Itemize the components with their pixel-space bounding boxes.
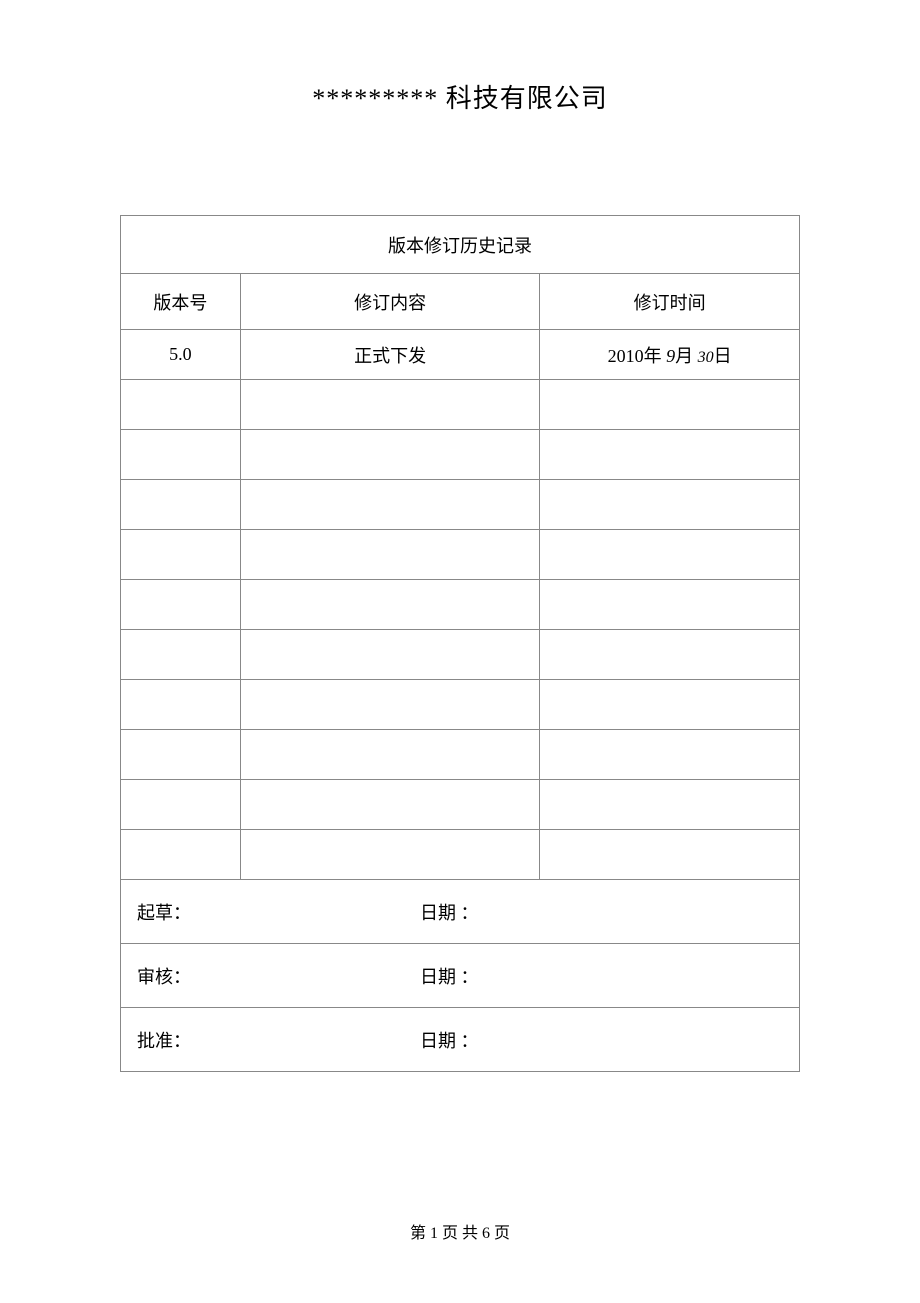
cell-date — [540, 480, 800, 530]
signature-role-label: 审核： — [137, 963, 191, 989]
signature-role-label: 起草： — [137, 899, 191, 925]
table-row: 5.0 正式下发 2010年 9月 30日 — [121, 330, 800, 380]
signature-date-label: 日期 ： — [420, 1027, 479, 1053]
date-year: 2010 — [608, 346, 644, 366]
table-header-row: 版本号 修订内容 修订时间 — [121, 274, 800, 330]
signature-cell: 批准： 日期 ： — [121, 1008, 800, 1072]
cell-content — [240, 380, 540, 430]
cell-content — [240, 430, 540, 480]
cell-version — [121, 730, 241, 780]
table-row — [121, 380, 800, 430]
col-header-content: 修订内容 — [240, 274, 540, 330]
date-month-unit: 月 — [675, 346, 693, 366]
cell-content — [240, 780, 540, 830]
cell-content — [240, 630, 540, 680]
cell-date — [540, 830, 800, 880]
table-title-cell: 版本修订历史记录 — [121, 216, 800, 274]
signature-row-draft: 起草： 日期 ： — [121, 880, 800, 944]
table-row — [121, 530, 800, 580]
cell-version — [121, 780, 241, 830]
cell-version — [121, 430, 241, 480]
cell-date — [540, 630, 800, 680]
cell-content — [240, 530, 540, 580]
cell-version — [121, 530, 241, 580]
cell-date — [540, 430, 800, 480]
cell-date — [540, 680, 800, 730]
revision-history-table: 版本修订历史记录 版本号 修订内容 修订时间 5.0 正式下发 2010年 9月… — [120, 215, 800, 1072]
signature-role-label: 批准： — [137, 1027, 191, 1053]
signature-row-review: 审核： 日期 ： — [121, 944, 800, 1008]
signature-row-approve: 批准： 日期 ： — [121, 1008, 800, 1072]
cell-version: 5.0 — [121, 330, 241, 380]
cell-content — [240, 730, 540, 780]
table-row — [121, 480, 800, 530]
cell-content — [240, 480, 540, 530]
table-row — [121, 730, 800, 780]
table-row — [121, 830, 800, 880]
table-row — [121, 630, 800, 680]
cell-version — [121, 480, 241, 530]
date-month: 9 — [666, 346, 675, 366]
table-row — [121, 680, 800, 730]
document-page: ********* 科技有限公司 版本修订历史记录 版本号 修订内容 修订时间 … — [0, 0, 920, 1303]
cell-date — [540, 730, 800, 780]
cell-date — [540, 380, 800, 430]
cell-version — [121, 630, 241, 680]
cell-date: 2010年 9月 30日 — [540, 330, 800, 380]
cell-date — [540, 780, 800, 830]
cell-version — [121, 830, 241, 880]
table-row — [121, 580, 800, 630]
signature-cell: 审核： 日期 ： — [121, 944, 800, 1008]
col-header-version: 版本号 — [121, 274, 241, 330]
table-row — [121, 430, 800, 480]
signature-date-label: 日期 ： — [420, 963, 479, 989]
signature-date-label: 日期 ： — [420, 899, 479, 925]
cell-content — [240, 830, 540, 880]
cell-version — [121, 380, 241, 430]
page-footer: 第 1 页 共 6 页 — [0, 1219, 920, 1243]
cell-content — [240, 580, 540, 630]
cell-version — [121, 580, 241, 630]
table-title-row: 版本修订历史记录 — [121, 216, 800, 274]
date-day: 30 — [698, 349, 714, 366]
company-title: ********* 科技有限公司 — [0, 78, 920, 115]
cell-date — [540, 580, 800, 630]
signature-cell: 起草： 日期 ： — [121, 880, 800, 944]
cell-version — [121, 680, 241, 730]
cell-content: 正式下发 — [240, 330, 540, 380]
cell-content — [240, 680, 540, 730]
date-day-unit: 日 — [714, 346, 732, 366]
date-year-unit: 年 — [644, 346, 662, 366]
cell-date — [540, 530, 800, 580]
table-row — [121, 780, 800, 830]
col-header-date: 修订时间 — [540, 274, 800, 330]
